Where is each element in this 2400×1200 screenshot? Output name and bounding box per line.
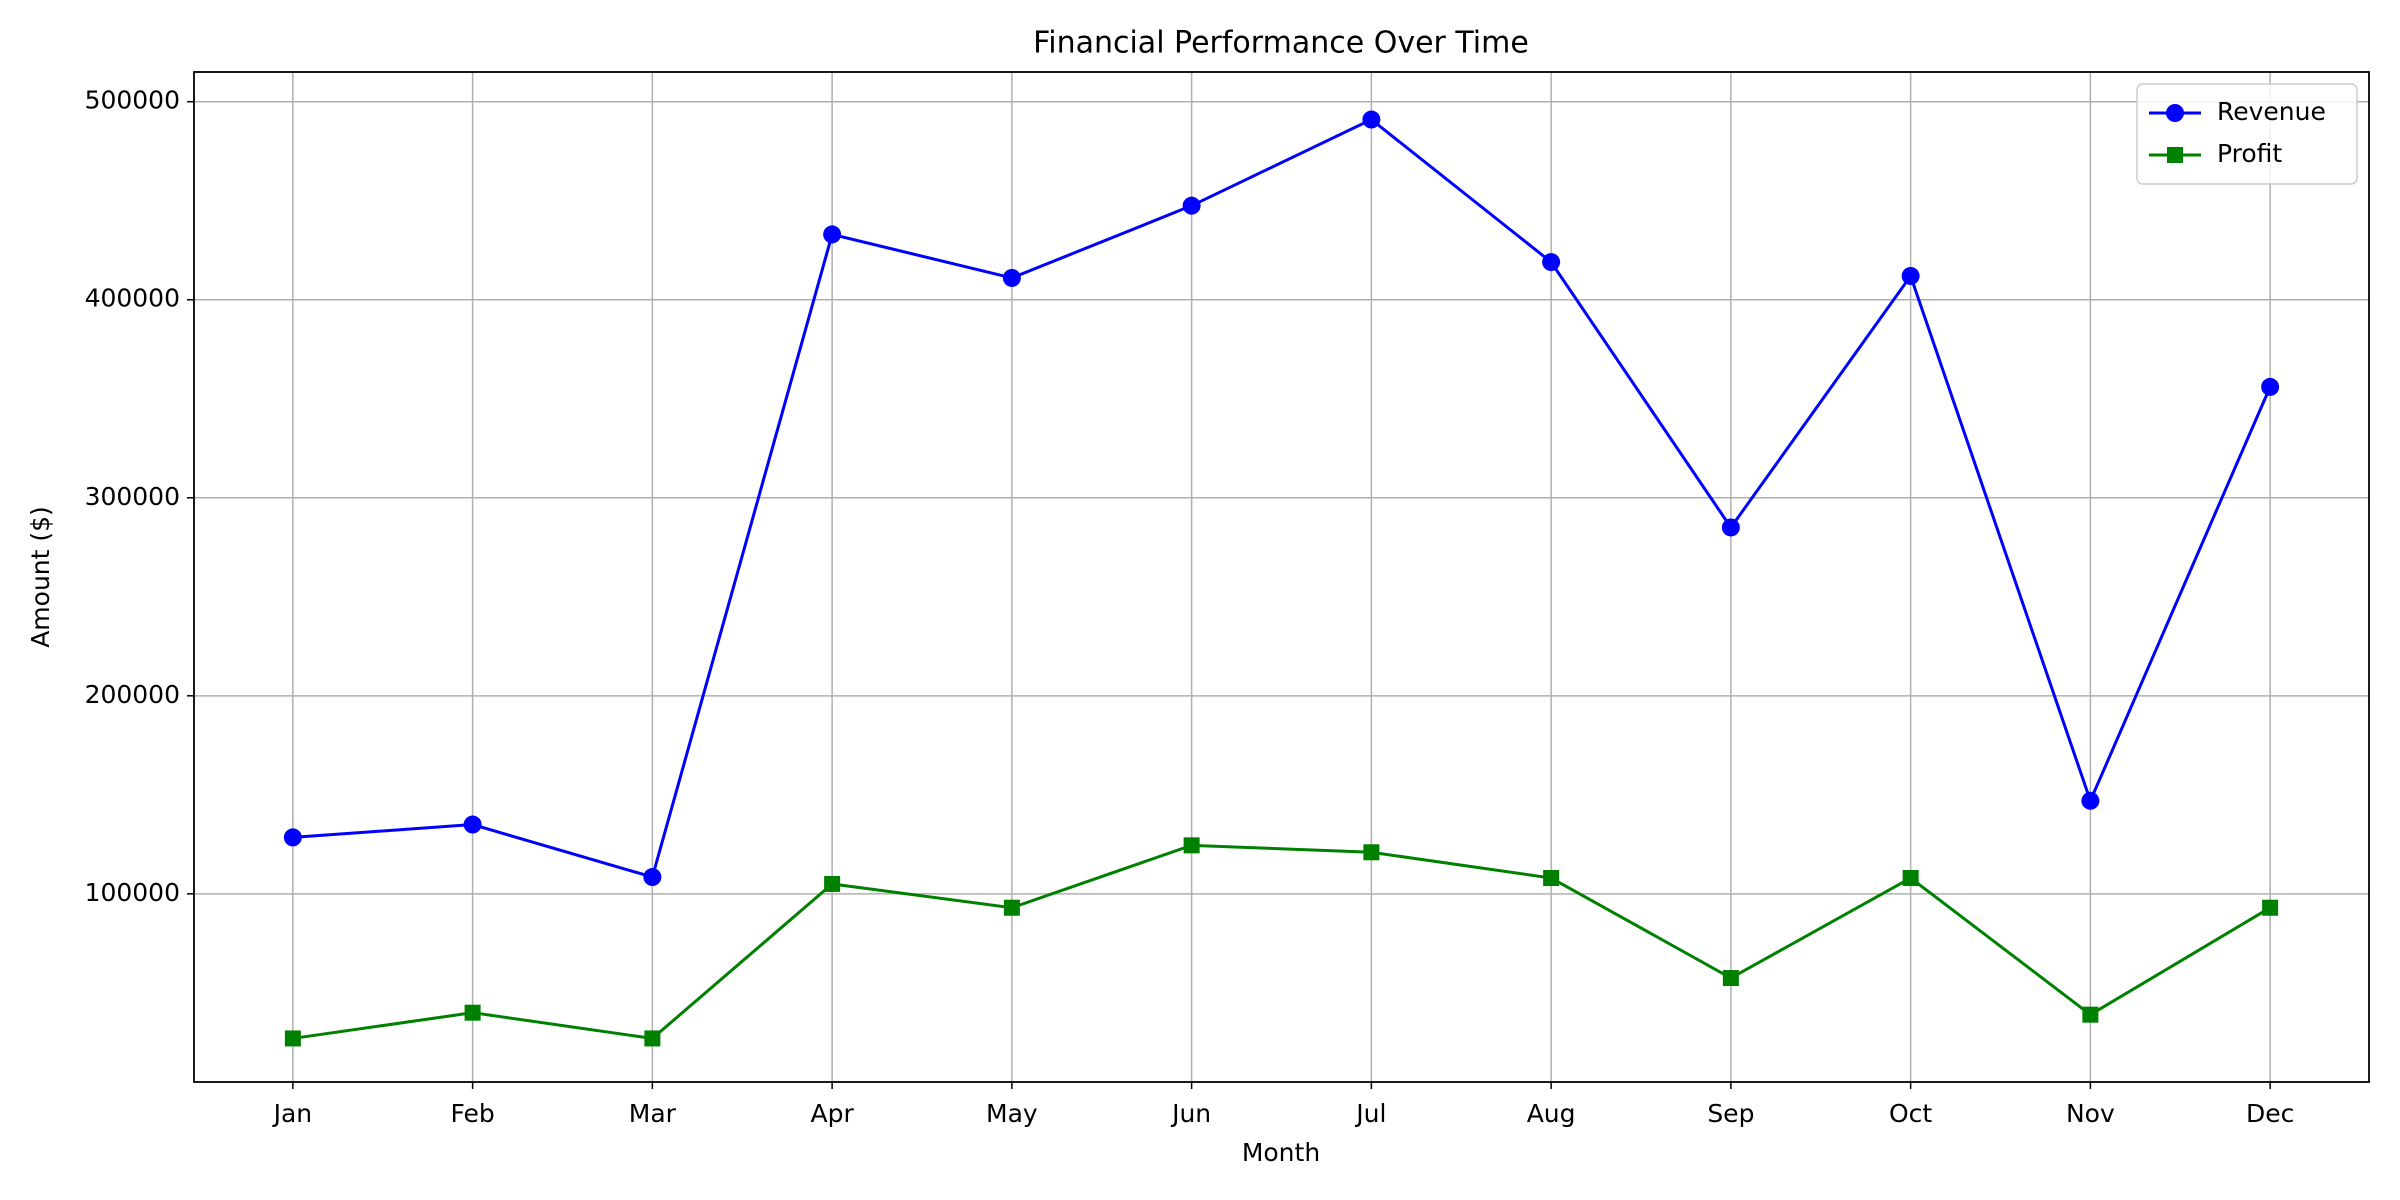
- legend: Revenue Profit: [2136, 83, 2358, 185]
- marker: [2167, 147, 2183, 163]
- marker: [1542, 253, 1561, 272]
- marker: [1363, 844, 1380, 861]
- x-tick-label: May: [986, 1099, 1038, 1128]
- x-tick-label: Feb: [450, 1099, 494, 1128]
- marker: [2081, 791, 2100, 810]
- legend-box: [2136, 83, 2358, 185]
- y-tick-label: 100000: [85, 878, 180, 907]
- x-tick-label: Jun: [1170, 1099, 1211, 1128]
- x-tick-label: Jul: [1354, 1099, 1386, 1128]
- x-tick-label: Aug: [1527, 1099, 1576, 1128]
- marker: [463, 815, 482, 834]
- x-tick-label: Dec: [2246, 1099, 2294, 1128]
- marker: [644, 1030, 661, 1047]
- marker: [1362, 110, 1381, 129]
- data: [283, 110, 2280, 1047]
- marker: [1901, 266, 1920, 285]
- y-tick-label: 300000: [85, 482, 180, 511]
- y-tick-label: 500000: [85, 86, 180, 115]
- x-tick-label: Mar: [629, 1099, 677, 1128]
- marker: [1003, 899, 1020, 916]
- x-tick-label: Sep: [1707, 1099, 1754, 1128]
- marker: [823, 225, 842, 244]
- marker: [2082, 1006, 2099, 1023]
- marker: [284, 1030, 301, 1047]
- marker: [1721, 518, 1740, 537]
- marker: [464, 1004, 481, 1021]
- marker: [2262, 899, 2279, 916]
- legend-label: Profit: [2217, 139, 2282, 168]
- x-tick-label: Apr: [810, 1099, 854, 1128]
- x-tick-label: Jan: [272, 1099, 313, 1128]
- marker: [643, 868, 662, 887]
- marker: [1182, 196, 1201, 215]
- y-axis-label: Amount ($): [26, 506, 55, 648]
- marker: [2166, 104, 2184, 122]
- marker: [1902, 870, 1919, 887]
- chart-title: Financial Performance Over Time: [1033, 26, 1529, 61]
- x-tick-label: Oct: [1889, 1099, 1932, 1128]
- grid: 100000 200000 300000 400000 500000 Jan Feb Mar A…: [85, 72, 2369, 1128]
- marker: [2261, 377, 2280, 396]
- x-axis-label: Month: [1242, 1138, 1320, 1167]
- legend-label: Revenue: [2217, 97, 2326, 126]
- y-tick-label: 200000: [85, 680, 180, 709]
- plot-frame: [193, 71, 2370, 1083]
- marker: [1722, 970, 1739, 987]
- x-tick-label: Nov: [2066, 1099, 2115, 1128]
- marker: [824, 875, 841, 892]
- marker: [1002, 268, 1021, 287]
- series-line: [292, 843, 2271, 1041]
- series-line: [292, 117, 2272, 879]
- marker: [283, 828, 302, 847]
- marker: [1543, 870, 1560, 887]
- y-tick-label: 400000: [85, 284, 180, 313]
- marker: [1183, 837, 1200, 854]
